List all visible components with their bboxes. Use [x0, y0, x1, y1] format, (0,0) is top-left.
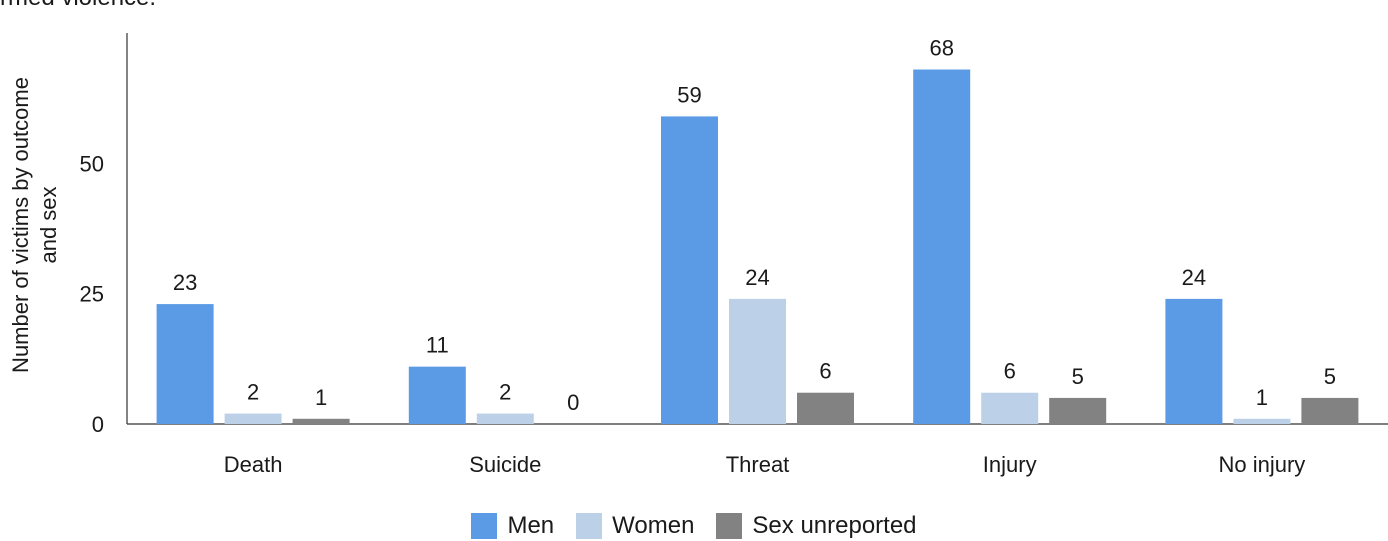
data-label: 6 [819, 359, 831, 384]
bar-sex-unreported [292, 418, 350, 424]
data-label: 68 [929, 35, 953, 60]
bar-sex-unreported [797, 392, 854, 424]
data-label: 2 [499, 380, 511, 405]
bar-women [1233, 418, 1291, 424]
bar-chart: Number of victims by outcome and sex 0255… [8, 33, 1388, 477]
x-tick-label: Threat [726, 452, 790, 477]
bar-men [913, 69, 971, 424]
y-tick-label: 0 [92, 412, 104, 437]
data-label: 5 [1072, 364, 1084, 389]
data-label: 2 [247, 380, 259, 405]
data-label: 5 [1324, 364, 1336, 389]
data-label: 59 [677, 82, 701, 107]
bar-men [408, 366, 466, 424]
y-axis-ticks: 0 25 50 [80, 151, 104, 437]
chart-caption: rmed violence. [0, 0, 156, 12]
legend-item: Men [471, 512, 554, 540]
legend-item: Women [576, 512, 694, 540]
bar-men [1165, 298, 1223, 424]
x-tick-label: Suicide [469, 452, 541, 477]
bar-women [981, 392, 1039, 424]
legend-label: Sex unreported [752, 512, 917, 539]
bar-group [156, 69, 1359, 424]
y-axis-title-line: Number of victims by outcome [8, 77, 33, 373]
data-label: 0 [567, 390, 579, 415]
legend-swatch [716, 513, 743, 539]
legend-swatch [471, 513, 498, 539]
data-label: 1 [315, 385, 327, 410]
data-label: 6 [1004, 359, 1016, 384]
legend: Men Women Sex unreported [0, 512, 1388, 540]
y-tick-label: 50 [80, 151, 104, 176]
legend-label: Men [507, 512, 555, 539]
y-axis-title: Number of victims by outcome and sex [8, 77, 61, 373]
data-label: 24 [745, 265, 769, 290]
data-label: 24 [1182, 265, 1206, 290]
bar-men [156, 304, 214, 424]
data-label: 1 [1256, 385, 1268, 410]
y-axis-title-line: and sex [36, 186, 61, 263]
x-tick-label: No injury [1218, 452, 1305, 477]
data-label: 11 [426, 333, 449, 358]
bar-women [476, 413, 534, 424]
legend-item: Sex unreported [716, 512, 917, 540]
legend-swatch [576, 513, 603, 539]
bar-men [661, 116, 718, 424]
legend-label: Women [612, 512, 695, 539]
bar-sex-unreported [1049, 397, 1107, 424]
bar-sex-unreported [1301, 397, 1359, 424]
data-label: 23 [173, 270, 197, 295]
x-tick-label: Death [224, 452, 283, 477]
bar-women [224, 413, 282, 424]
bar-women [729, 298, 786, 424]
x-tick-label: Injury [983, 452, 1037, 477]
y-tick-label: 25 [80, 282, 104, 307]
x-axis-ticks: Death Suicide Threat Injury No injury [224, 452, 1306, 477]
